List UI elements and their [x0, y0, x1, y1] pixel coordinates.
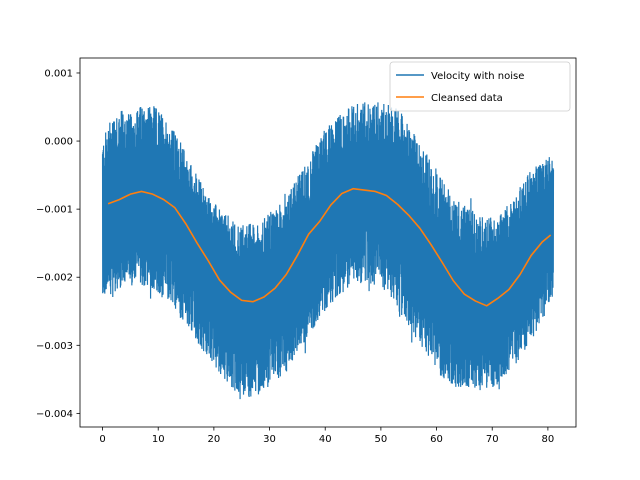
x-tick-label: 30 — [263, 434, 276, 445]
series-line-cleansed-data — [107, 187, 552, 307]
plot-area — [79, 57, 577, 428]
series-line-velocity-with-noise — [101, 102, 555, 400]
x-tick-label: 40 — [319, 434, 332, 445]
y-tick-label: −0.004 — [36, 409, 73, 420]
y-tick-label: −0.001 — [36, 205, 73, 216]
x-tick-label: 80 — [542, 434, 555, 445]
y-axis: 0.001 0.000 −0.001 −0.002 −0.003 −0.004 — [36, 68, 80, 420]
y-tick-label: 0.000 — [44, 137, 73, 148]
y-tick-label: −0.003 — [36, 341, 73, 352]
legend-label-cleansed: Cleansed data — [431, 93, 503, 104]
y-tick-label: 0.001 — [44, 68, 73, 79]
x-tick-label: 70 — [486, 434, 499, 445]
legend-label-noise: Velocity with noise — [431, 71, 524, 82]
legend: Velocity with noise Cleansed data — [389, 61, 571, 112]
cleansed-series-layer — [107, 187, 552, 307]
x-tick-label: 50 — [375, 434, 388, 445]
x-axis: 0 10 20 30 40 50 60 70 80 — [99, 427, 554, 445]
x-tick-label: 10 — [152, 434, 165, 445]
legend-box — [389, 61, 571, 112]
noise-series-layer — [101, 102, 555, 400]
x-tick-label: 60 — [430, 434, 443, 445]
y-tick-label: −0.002 — [36, 273, 73, 284]
plot-frame — [79, 57, 577, 428]
x-tick-label: 0 — [99, 434, 105, 445]
x-tick-label: 20 — [208, 434, 221, 445]
